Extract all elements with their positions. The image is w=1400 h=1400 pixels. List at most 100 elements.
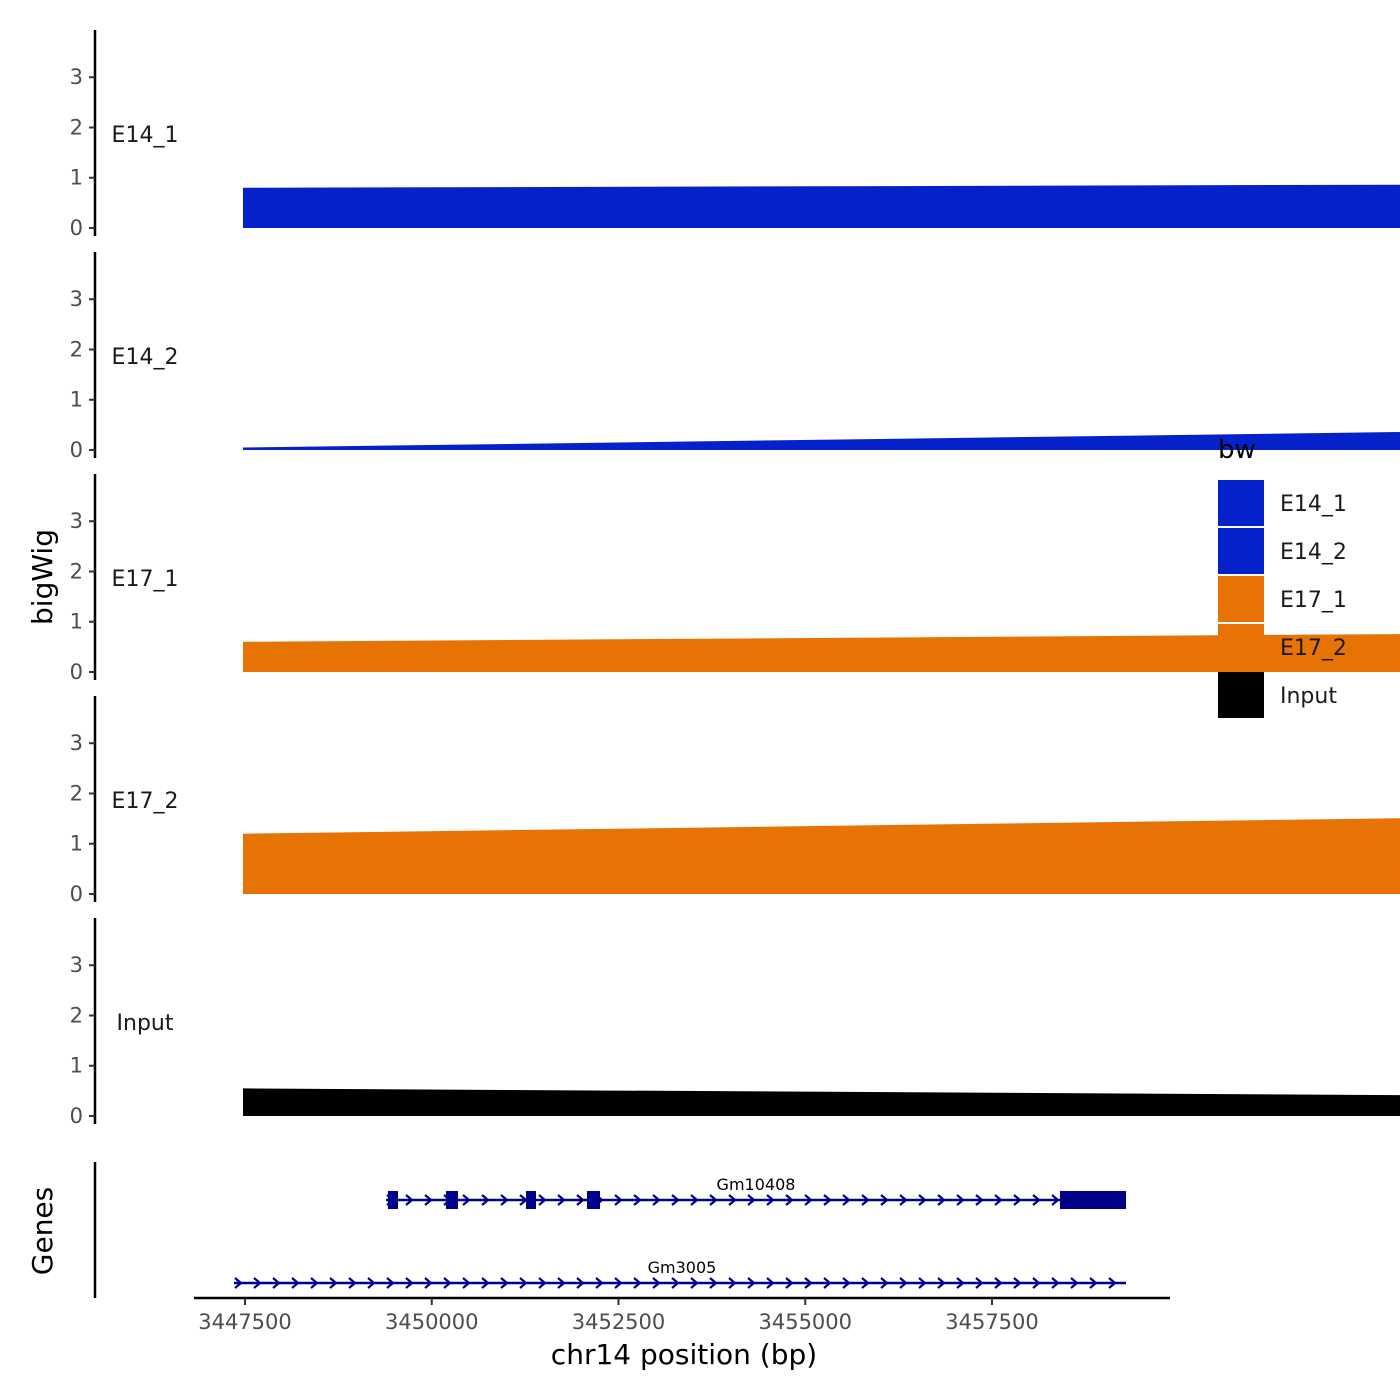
strand-arrow xyxy=(728,1194,737,1206)
strand-arrow xyxy=(1013,1194,1022,1206)
signal-area-E14_2 xyxy=(243,432,1400,450)
legend-title: bw xyxy=(1218,435,1256,465)
legend-label-E14_1: E14_1 xyxy=(1280,492,1347,517)
y-tick-label: 0 xyxy=(70,882,83,906)
strand-arrow xyxy=(861,1277,870,1289)
track-E14_1: 0 1 2 3 E14_1 xyxy=(70,30,1400,240)
strand-arrow xyxy=(500,1194,509,1206)
y-tick-label: 1 xyxy=(70,610,83,634)
y-tick-label: 0 xyxy=(70,438,83,462)
gene-Gm3005: Gm3005 xyxy=(234,1258,1126,1289)
genes-axis-title: Genes xyxy=(26,1187,59,1275)
strand-arrow xyxy=(709,1194,718,1206)
y-tick-label: 1 xyxy=(70,832,83,856)
strand-arrow xyxy=(633,1277,642,1289)
strand-arrow xyxy=(880,1194,889,1206)
strand-arrow xyxy=(405,1194,414,1206)
strand-arrow xyxy=(728,1277,737,1289)
signal-area-E17_2 xyxy=(243,818,1400,894)
strand-arrow xyxy=(918,1277,927,1289)
strand-arrow xyxy=(994,1194,1003,1206)
exon xyxy=(587,1191,600,1209)
strand-arrow xyxy=(329,1277,338,1289)
signal-area-E17_1 xyxy=(243,634,1400,672)
strand-arrow xyxy=(538,1194,547,1206)
strand-arrow xyxy=(975,1277,984,1289)
strand-arrow xyxy=(709,1277,718,1289)
strand-arrow xyxy=(671,1194,680,1206)
track-label: E14_2 xyxy=(112,345,179,370)
strand-arrow xyxy=(272,1277,281,1289)
y-tick-label: 2 xyxy=(70,1003,83,1027)
strand-arrow xyxy=(1089,1277,1098,1289)
y-tick-label: 1 xyxy=(70,388,83,412)
legend-swatch-E14_1 xyxy=(1218,480,1264,526)
signal-area-Input xyxy=(243,1088,1400,1116)
signal-area-E14_1 xyxy=(243,184,1400,228)
strand-arrow xyxy=(937,1194,946,1206)
y-tick-label: 2 xyxy=(70,337,83,361)
exon xyxy=(526,1191,536,1209)
y-tick-label: 2 xyxy=(70,559,83,583)
strand-arrow xyxy=(557,1277,566,1289)
x-axis: 3447500 3450000 3452500 3455000 3457500 xyxy=(194,1296,1170,1334)
legend: bw E14_1 E14_2 E17_1 E17_2 Input xyxy=(1218,435,1347,718)
strand-arrow xyxy=(671,1277,680,1289)
strand-arrow xyxy=(1051,1194,1060,1206)
strand-arrow xyxy=(1070,1277,1079,1289)
y-tick-label: 3 xyxy=(70,65,83,89)
exon xyxy=(388,1191,398,1209)
strand-arrow xyxy=(823,1194,832,1206)
strand-arrow xyxy=(443,1277,452,1289)
y-tick-label: 0 xyxy=(70,660,83,684)
strand-arrow xyxy=(956,1277,965,1289)
track-Input: 0 1 2 3 Input xyxy=(70,918,1400,1128)
x-tick-label: 3457500 xyxy=(945,1310,1039,1334)
strand-arrow xyxy=(690,1277,699,1289)
strand-arrow xyxy=(348,1277,357,1289)
y-tick-label: 0 xyxy=(70,1104,83,1128)
x-tick-label: 3450000 xyxy=(385,1310,479,1334)
y-tick-label: 3 xyxy=(70,509,83,533)
strand-arrow xyxy=(1032,1194,1041,1206)
strand-arrow xyxy=(1013,1277,1022,1289)
y-tick-label: 2 xyxy=(70,115,83,139)
strand-arrow xyxy=(747,1277,756,1289)
exon xyxy=(1060,1191,1126,1209)
legend-swatch-Input xyxy=(1218,672,1264,718)
strand-arrow xyxy=(576,1194,585,1206)
strand-arrow xyxy=(462,1277,471,1289)
track-E14_2: 0 1 2 3 E14_2 xyxy=(70,252,1400,462)
strand-arrow xyxy=(405,1277,414,1289)
strand-arrow xyxy=(614,1277,623,1289)
genes-group: Gm10408 Gm3005 xyxy=(93,1162,1126,1298)
strand-arrow xyxy=(424,1277,433,1289)
legend-swatch-E17_2 xyxy=(1218,624,1264,670)
strand-arrow xyxy=(785,1277,794,1289)
strand-arrow xyxy=(766,1277,775,1289)
strand-arrow xyxy=(386,1277,395,1289)
track-label: E17_1 xyxy=(112,567,179,592)
y-tick-label: 3 xyxy=(70,287,83,311)
strand-arrow xyxy=(899,1277,908,1289)
y-axis-title: bigWig xyxy=(26,529,59,625)
strand-arrow xyxy=(291,1277,300,1289)
legend-label-Input: Input xyxy=(1280,684,1337,709)
track-E17_1: 0 1 2 3 E17_1 xyxy=(70,474,1400,684)
strand-arrow xyxy=(861,1194,870,1206)
strand-arrow xyxy=(785,1194,794,1206)
tracks-group: 0 1 2 3 E14_1 0 1 2 3 E14_2 0 1 2 3 E17_1 0 1 2 3 E17_2 0 1 2 3… xyxy=(70,30,1400,1128)
strand-arrow xyxy=(614,1194,623,1206)
gene-Gm10408: Gm10408 xyxy=(386,1175,1126,1209)
strand-arrow xyxy=(975,1194,984,1206)
strand-arrow xyxy=(918,1194,927,1206)
strand-arrow xyxy=(747,1194,756,1206)
strand-arrow xyxy=(1108,1277,1117,1289)
strand-arrow xyxy=(500,1277,509,1289)
x-tick-label: 3455000 xyxy=(758,1310,852,1334)
strand-arrow xyxy=(690,1194,699,1206)
strand-arrow xyxy=(937,1277,946,1289)
strand-arrow xyxy=(538,1277,547,1289)
x-tick-label: 3452500 xyxy=(572,1310,666,1334)
